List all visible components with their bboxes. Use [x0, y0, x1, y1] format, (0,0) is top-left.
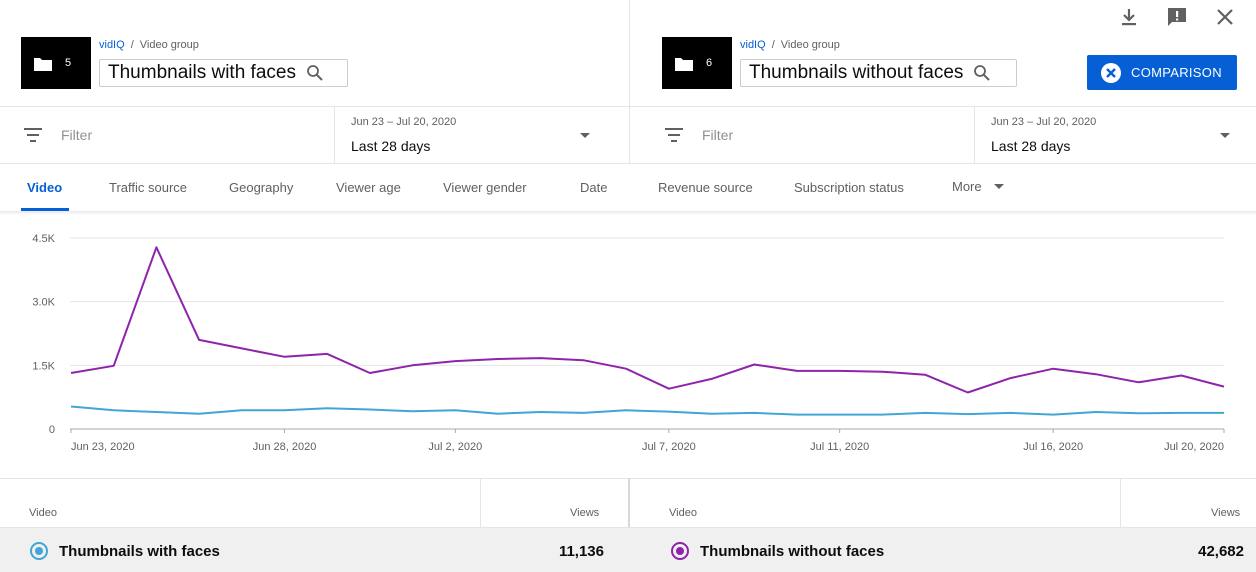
table-row: Thumbnails with faces 11,136 Thumbnails … [0, 527, 1256, 572]
left-filter-divider [334, 106, 335, 163]
tab-traffic-source[interactable]: Traffic source [109, 180, 188, 195]
group-video-count: 6 [706, 57, 713, 69]
tabs-shadow [0, 211, 1256, 215]
breadcrumb: vidIQ / Video group [740, 39, 840, 51]
radio-dot [35, 547, 43, 555]
breadcrumb-section: Video group [780, 39, 840, 51]
row-views-value: 11,136 [558, 543, 604, 560]
tab-subscription-status[interactable]: Subscription status [794, 180, 904, 195]
x-tick-label: Jul 20, 2020 [1164, 441, 1224, 453]
filter-input[interactable]: Filter [61, 127, 93, 143]
column-header-views[interactable]: Views [1211, 507, 1241, 519]
tab-more[interactable]: More [952, 179, 1012, 199]
breadcrumb-brand-link[interactable]: vidIQ [740, 39, 766, 51]
column-header-video[interactable]: Video [29, 507, 57, 519]
table-panel-divider [628, 478, 630, 572]
series-radio-button[interactable] [671, 542, 689, 560]
x-tick-label: Jun 28, 2020 [253, 441, 317, 453]
column-header-video[interactable]: Video [669, 507, 697, 519]
x-tick-label: Jul 11, 2020 [810, 441, 869, 453]
header-divider [0, 106, 1256, 107]
tab-revenue-source[interactable]: Revenue source [658, 180, 753, 195]
date-range-dropdown[interactable]: Jun 23 – Jul 20, 2020 Last 28 days [975, 107, 1256, 163]
row-video-name: Thumbnails with faces [59, 543, 220, 560]
close-icon[interactable] [1213, 5, 1237, 29]
filter-icon[interactable] [24, 128, 42, 142]
download-icon[interactable] [1117, 5, 1141, 29]
radio-dot [676, 547, 684, 555]
y-tick-label: 0 [49, 424, 55, 436]
x-tick-label: Jul 16, 2020 [1023, 441, 1083, 453]
chevron-down-icon [994, 184, 1004, 189]
filter-divider [0, 163, 1256, 164]
series-line-1 [70, 405, 1224, 416]
x-tick-label: Jul 2, 2020 [428, 441, 482, 453]
active-tab-indicator [21, 208, 69, 211]
comparison-group-title-selector[interactable]: Thumbnails without faces [740, 59, 1017, 87]
tab-date[interactable]: Date [580, 180, 608, 195]
table-col-divider [480, 478, 481, 572]
breadcrumb: vidIQ / Video group [99, 39, 199, 51]
date-preset-text: Last 28 days [351, 138, 431, 154]
date-preset-text: Last 28 days [991, 138, 1071, 154]
tab-geography[interactable]: Geography [229, 180, 294, 195]
table-col-divider [1120, 478, 1121, 572]
date-range-text: Jun 23 – Jul 20, 2020 [991, 116, 1097, 128]
right-group-thumbnail: 6 [662, 37, 732, 89]
column-header-views[interactable]: Views [570, 507, 600, 519]
x-tick-label: Jul 7, 2020 [642, 441, 696, 453]
series-radio-button[interactable] [30, 542, 48, 560]
breadcrumb-separator: / [130, 39, 134, 51]
y-tick-label: 3.0K [32, 297, 55, 309]
group-title-selector[interactable]: Thumbnails with faces [99, 59, 348, 87]
comparison-button[interactable]: COMPARISON [1087, 55, 1237, 90]
close-circle-icon [1101, 62, 1121, 83]
panel-divider [629, 0, 630, 163]
chevron-down-icon [580, 133, 590, 138]
folder-icon [674, 56, 694, 71]
group-title: Thumbnails without faces [749, 62, 964, 83]
row-views-value: 42,682 [1198, 543, 1244, 560]
chevron-down-icon [1220, 133, 1230, 138]
y-tick-label: 1.5K [32, 360, 55, 372]
filter-icon[interactable] [665, 128, 683, 142]
date-range-text: Jun 23 – Jul 20, 2020 [351, 116, 457, 128]
row-video-name: Thumbnails without faces [700, 543, 885, 560]
breadcrumb-section: Video group [139, 39, 199, 51]
tab-video[interactable]: Video [27, 180, 63, 195]
search-icon [973, 64, 991, 82]
tab-more-label: More [952, 179, 982, 194]
date-range-dropdown[interactable]: Jun 23 – Jul 20, 2020 Last 28 days [335, 107, 629, 163]
search-icon [306, 64, 324, 82]
filter-input[interactable]: Filter [702, 127, 734, 143]
tab-viewer-gender[interactable]: Viewer gender [443, 180, 527, 195]
folder-icon [33, 56, 53, 71]
x-tick-label: Jun 23, 2020 [71, 441, 135, 453]
right-filter-divider [974, 106, 975, 163]
y-tick-label: 4.5K [32, 233, 55, 245]
tab-viewer-age[interactable]: Viewer age [336, 180, 401, 195]
views-line-chart: 0 1.5K 3.0K 4.5K Jun 23, 2020 Jun 28, 2020 Jul… [32, 233, 1225, 453]
group-title: Thumbnails with faces [108, 62, 296, 83]
comparison-button-label: COMPARISON [1131, 65, 1222, 80]
series-line-0 [70, 246, 1225, 394]
breadcrumb-separator: / [771, 39, 775, 51]
breadcrumb-brand-link[interactable]: vidIQ [99, 39, 125, 51]
feedback-icon[interactable] [1165, 5, 1189, 29]
left-group-thumbnail: 5 [21, 37, 91, 89]
group-video-count: 5 [65, 57, 72, 69]
